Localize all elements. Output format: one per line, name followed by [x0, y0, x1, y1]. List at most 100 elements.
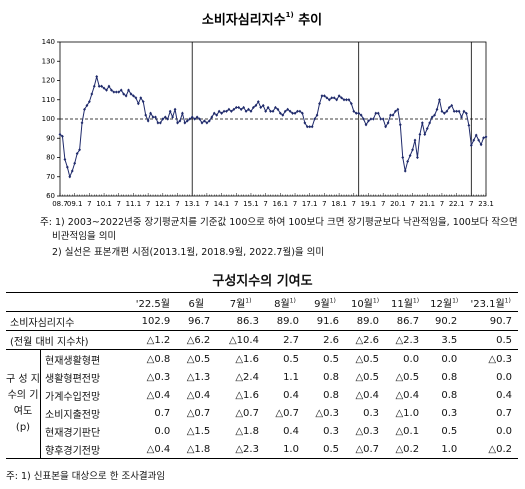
header-sup: 1) — [372, 297, 380, 305]
point — [261, 103, 265, 108]
point — [308, 125, 312, 129]
y-tick-label: 130 — [42, 57, 55, 65]
point — [283, 109, 287, 113]
table-row: 생활형편전망 △0.3 △1.3 △2.4 1.1 0.8 △0.5 △0.5 0.8 0.0 — [6, 368, 518, 386]
cell: 0.7 — [154, 407, 171, 419]
point — [447, 105, 451, 110]
point — [420, 121, 424, 125]
point — [472, 138, 476, 142]
point — [269, 109, 272, 113]
point — [200, 121, 204, 125]
point — [117, 90, 121, 94]
cell: 0.7 — [496, 407, 512, 419]
point — [286, 107, 290, 111]
chart: 소비자심리지수1) 추이 60 70 80 90 100 110 120 130 140 08.7… — [42, 11, 494, 208]
header-text: '22.5월 — [135, 298, 170, 310]
point — [256, 100, 260, 104]
point — [151, 115, 155, 119]
table-title: 구성지수의 기여도 — [212, 274, 313, 289]
header-cell: '22.5월 — [129, 292, 177, 312]
point — [482, 136, 485, 140]
point — [139, 96, 143, 100]
point — [335, 98, 339, 102]
point — [105, 88, 108, 92]
point — [381, 117, 385, 121]
cell: △0.2 — [385, 440, 426, 459]
point — [305, 125, 309, 129]
point — [114, 90, 118, 94]
table-row: 소비지출전망 0.7 △0.7 △0.7 △0.7 △0.3 0.3 △1.0 0.3 0.7 — [6, 404, 518, 422]
cell: 96.7 — [176, 311, 217, 331]
point — [403, 169, 407, 173]
point — [330, 96, 334, 100]
point — [465, 111, 468, 116]
point — [425, 127, 429, 131]
point — [460, 115, 463, 119]
point — [259, 105, 263, 110]
x-tick-label: 20.1 — [390, 200, 406, 208]
point — [181, 111, 184, 115]
point — [318, 102, 321, 106]
point — [110, 88, 113, 92]
cell: 90.2 — [425, 311, 464, 331]
cell: △10.4 — [216, 330, 265, 350]
point — [141, 100, 145, 104]
point — [332, 96, 336, 100]
table-row: (전월 대비 지수차) △1.2 △6.2 △10.4 2.7 2.6 △2.6 △2.3 3.… — [6, 330, 518, 350]
cell: △0.2 — [463, 440, 518, 459]
cell: 0.5 — [463, 330, 518, 350]
point — [313, 117, 317, 121]
x-tick-label: 16.1 — [273, 200, 289, 208]
point — [398, 123, 402, 127]
point — [63, 157, 67, 162]
x-tick-label: 14.1 — [214, 200, 230, 208]
point — [438, 98, 441, 102]
point — [78, 148, 81, 152]
point — [122, 92, 126, 96]
point — [61, 134, 64, 138]
point — [244, 109, 248, 113]
row-label: 향후경기전망 — [40, 440, 130, 459]
row-label: 현재생활형편 — [45, 355, 101, 367]
cell: △0.3 — [146, 371, 171, 383]
point — [239, 107, 243, 111]
y-tick-label: 70 — [46, 173, 55, 181]
header-cell: 9월1) — [304, 292, 345, 312]
cell: △0.4 — [129, 440, 177, 459]
header-cell — [6, 292, 130, 312]
point — [281, 113, 285, 117]
point — [234, 105, 238, 110]
y-tick-label: 140 — [42, 38, 55, 46]
cell: 1.0 — [264, 440, 305, 459]
point — [205, 121, 209, 125]
header-sup: 1) — [245, 297, 252, 305]
point — [323, 94, 326, 98]
point — [349, 102, 353, 106]
point — [442, 111, 446, 115]
point — [229, 109, 233, 113]
row-label: (전월 대비 지수차) — [6, 330, 130, 350]
point — [102, 86, 106, 90]
point — [408, 153, 412, 158]
x-tick-label: 7 — [234, 200, 238, 208]
cell: 0.3 — [363, 407, 380, 419]
x-tick-label: 7 — [352, 200, 356, 208]
point — [237, 105, 241, 110]
y-tick-label: 80 — [46, 154, 55, 162]
cell: △1.5 — [186, 425, 211, 437]
header-cell: 7월1) — [216, 292, 265, 312]
cell: 0.0 — [441, 353, 458, 365]
point — [310, 125, 314, 129]
x-tick-label: 7 — [381, 200, 385, 208]
point — [450, 103, 454, 108]
header-text: '23.1월 — [470, 298, 505, 310]
cell: 1.0 — [425, 440, 464, 459]
x-tick-label: 7 — [440, 200, 444, 208]
point — [225, 109, 228, 113]
cell: 0.5 — [283, 353, 299, 365]
row-label: 생활형편전망 — [45, 373, 101, 385]
cell: △1.2 — [129, 330, 177, 350]
point — [337, 94, 341, 98]
cell: △0.8 — [146, 353, 171, 365]
x-tick-label: 17.1 — [302, 200, 318, 208]
